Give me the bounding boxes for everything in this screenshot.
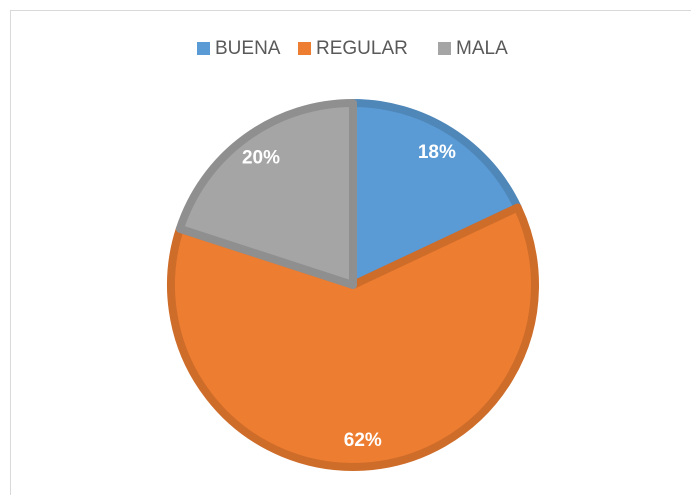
pie-slice bbox=[349, 99, 522, 289]
legend-swatch bbox=[197, 42, 210, 55]
legend-label: REGULAR bbox=[316, 38, 408, 59]
slice-border bbox=[167, 203, 539, 471]
data-label: 62% bbox=[344, 430, 382, 451]
data-label: 18% bbox=[418, 142, 456, 163]
slice-border bbox=[349, 99, 522, 289]
legend-swatch bbox=[298, 42, 311, 55]
slice-border bbox=[175, 99, 357, 289]
pie-slice bbox=[167, 203, 539, 471]
legend-swatch bbox=[438, 42, 451, 55]
data-label: 20% bbox=[242, 147, 280, 168]
legend-label: MALA bbox=[456, 38, 508, 59]
legend-label: BUENA bbox=[215, 38, 281, 59]
pie-slice bbox=[175, 99, 357, 289]
